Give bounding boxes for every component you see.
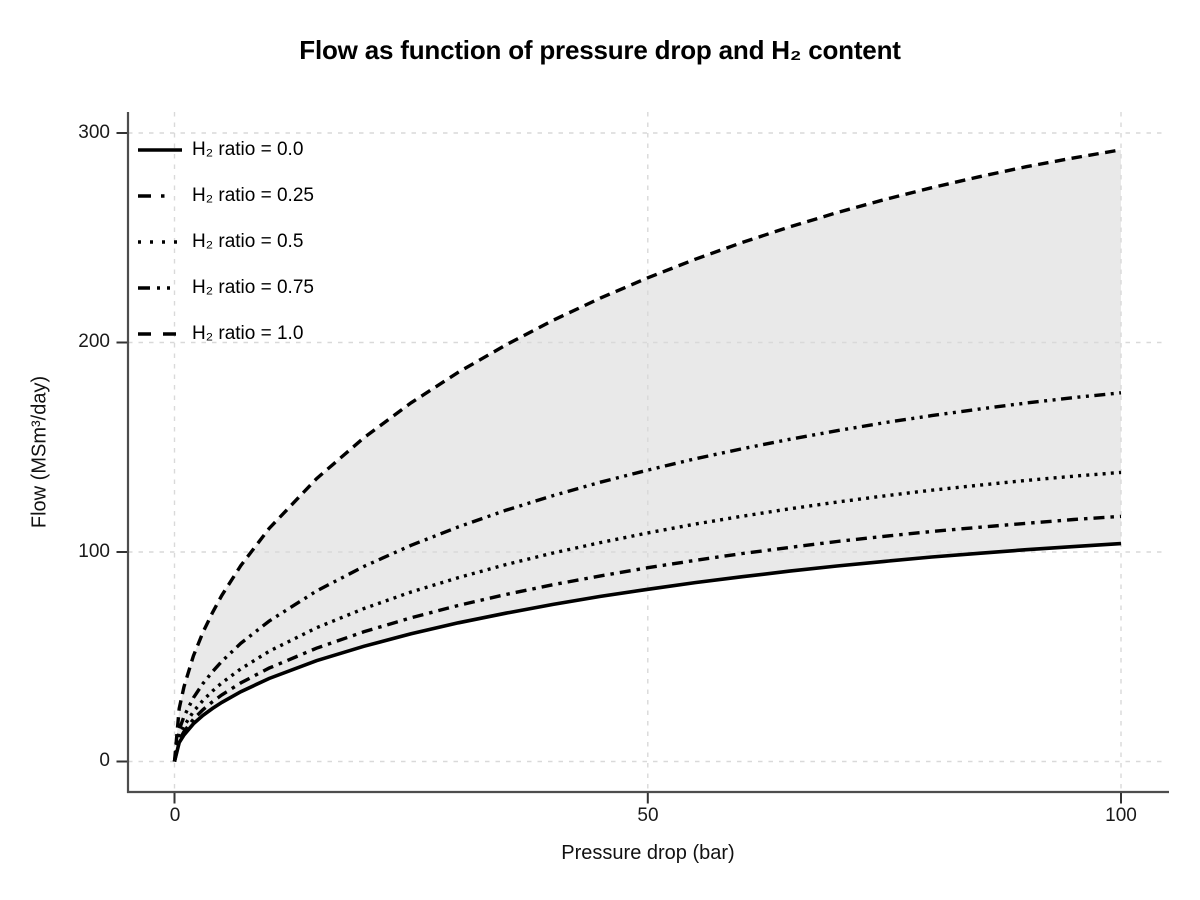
legend-item-h2-0.75: H₂ ratio = 0.75 xyxy=(138,265,314,311)
legend-label: H₂ ratio = 0.0 xyxy=(192,139,304,160)
uncertainty-band xyxy=(174,149,1121,762)
chart-title: Flow as function of pressure drop and H₂… xyxy=(299,35,901,65)
series-line-h2-0 xyxy=(172,541,1122,762)
series-line-h2-0.5 xyxy=(172,470,1122,762)
legend-line-sample-dashdot xyxy=(138,194,182,198)
legend-line-sample-dashdotdot xyxy=(138,286,182,290)
series-line-h2-0.25 xyxy=(172,514,1122,762)
y-tick-label-300: 300 xyxy=(78,122,110,143)
legend-item-h2-0.25: H₂ ratio = 0.25 xyxy=(138,173,314,219)
legend-line-sample-solid xyxy=(138,148,182,152)
legend-item-h2-0.0: H₂ ratio = 0.0 xyxy=(138,127,314,173)
y-tick-label-0: 0 xyxy=(99,750,110,771)
y-tick-label-200: 200 xyxy=(78,331,110,352)
legend-label: H₂ ratio = 0.25 xyxy=(192,185,314,206)
x-axis-title: Pressure drop (bar) xyxy=(561,842,735,864)
legend-item-h2-1.0: H₂ ratio = 1.0 xyxy=(138,311,314,357)
legend-line-sample-dashed xyxy=(138,332,182,336)
legend-item-h2-0.5: H₂ ratio = 0.5 xyxy=(138,219,314,265)
y-tick-label-100: 100 xyxy=(78,541,110,562)
series-line-h2-1 xyxy=(172,148,1122,762)
legend-line-sample-dotted xyxy=(138,240,182,244)
x-tick-label-50: 50 xyxy=(637,805,659,826)
legend-label: H₂ ratio = 0.5 xyxy=(192,231,304,252)
legend-label: H₂ ratio = 0.75 xyxy=(192,277,314,298)
y-axis-title: Flow (MSm³/day) xyxy=(28,375,51,529)
legend-label: H₂ ratio = 1.0 xyxy=(192,323,304,344)
legend: H₂ ratio = 0.0 H₂ ratio = 0.25 H₂ ratio … xyxy=(138,127,314,357)
x-tick-label-100: 100 xyxy=(1105,805,1137,826)
x-tick-label-0: 0 xyxy=(169,805,181,826)
series-line-h2-0.75 xyxy=(172,391,1122,762)
